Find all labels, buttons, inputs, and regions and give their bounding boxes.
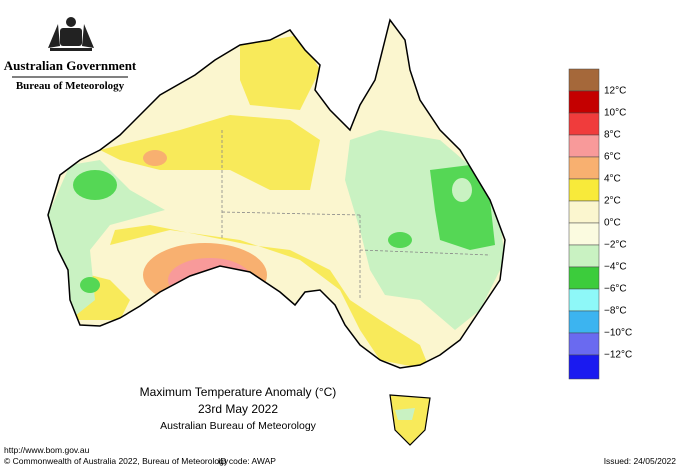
legend-label: 6°C	[604, 152, 621, 163]
legend-label: 10°C	[604, 108, 626, 119]
legend-label: −10°C	[604, 328, 632, 339]
emblem	[48, 17, 94, 51]
map-title: Maximum Temperature Anomaly (°C)	[140, 385, 337, 399]
agency: Bureau of Meteorology	[16, 80, 125, 92]
footer-id: ID code: AWAP	[218, 456, 276, 466]
legend	[568, 68, 600, 380]
legend-label: 12°C	[604, 86, 626, 97]
map-date: 23rd May 2022	[198, 402, 278, 416]
government: Australian Government	[4, 58, 137, 73]
footer-issued: Issued: 24/05/2022	[604, 456, 677, 466]
legend-label: −4°C	[604, 262, 627, 273]
legend-label: −8°C	[604, 306, 627, 317]
legend-label: 8°C	[604, 130, 621, 141]
legend-label: 0°C	[604, 218, 621, 229]
legend-label: 2°C	[604, 196, 621, 207]
footer-copyright: © Commonwealth of Australia 2022, Bureau…	[4, 456, 229, 466]
legend-label: −2°C	[604, 240, 627, 251]
legend-label: −6°C	[604, 284, 627, 295]
footer-url: http://www.bom.gov.au	[4, 445, 90, 455]
map-source: Australian Bureau of Meteorology	[160, 420, 317, 432]
legend-label: 4°C	[604, 174, 621, 185]
legend-label: −12°C	[604, 350, 632, 361]
